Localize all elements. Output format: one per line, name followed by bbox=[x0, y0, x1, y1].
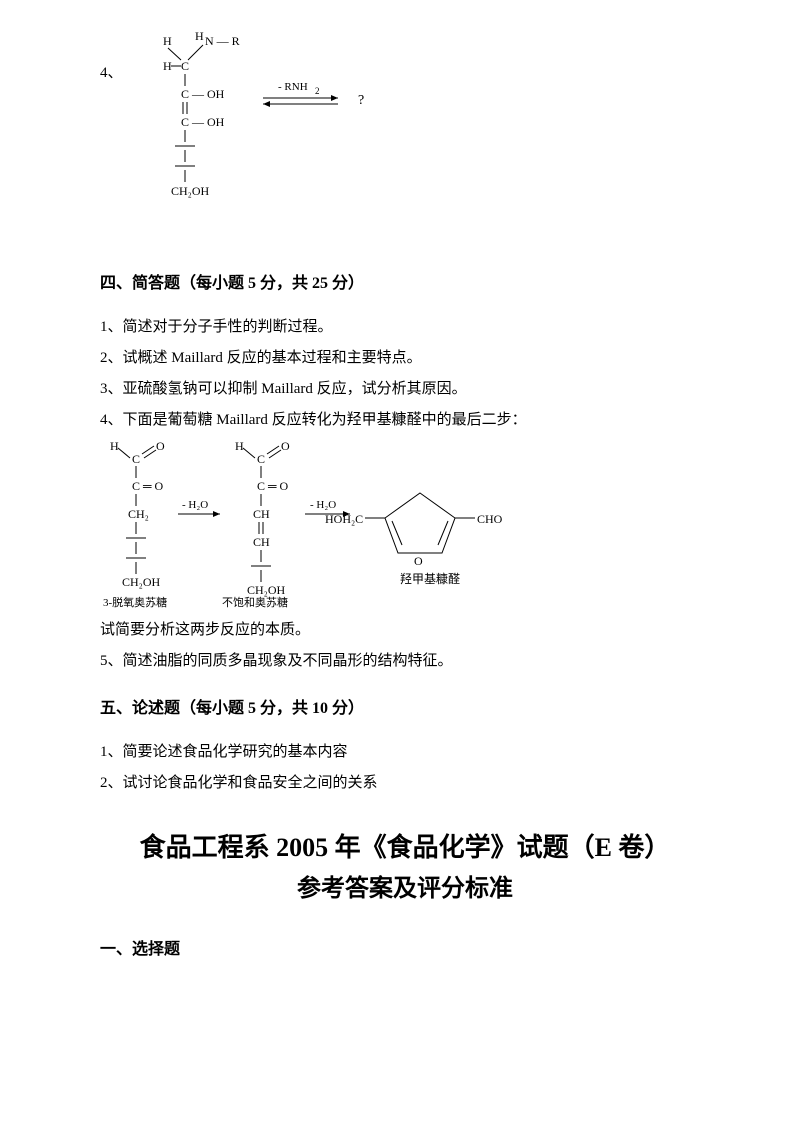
svg-text:- H₂O: - H₂O bbox=[310, 499, 336, 511]
svg-text:CH₂OH: CH₂OH bbox=[247, 583, 286, 597]
svg-text:3-脱氧奥苏糖: 3-脱氧奥苏糖 bbox=[103, 595, 167, 609]
svg-text:H: H bbox=[163, 34, 172, 48]
svg-text:N — R: N — R bbox=[205, 34, 240, 48]
s4-item-3: 3、亚硫酸氢钠可以抑制 Maillard 反应，试分析其原因。 bbox=[100, 376, 710, 403]
s5-item-1: 1、简要论述食品化学研究的基本内容 bbox=[100, 739, 710, 766]
svg-text:H: H bbox=[195, 30, 204, 43]
section-1-title: 一、选择题 bbox=[100, 936, 710, 965]
svg-text:O: O bbox=[156, 439, 165, 453]
svg-text:CHO: CHO bbox=[477, 512, 503, 526]
svg-text:C: C bbox=[257, 452, 265, 466]
svg-text:- H₂O: - H₂O bbox=[182, 499, 208, 511]
chemical-structure-1: H H N — R H C C — OH C — OH bbox=[133, 30, 393, 210]
chemical-structure-2: H C O C ═ O CH₂ CH₂OH 3-脱氧奥苏糖 - H₂O H C bbox=[100, 438, 580, 613]
question-4: 4、 H H N — R H C C — OH C — OH bbox=[100, 30, 710, 210]
svg-text:C ═ O: C ═ O bbox=[257, 479, 289, 493]
svg-text:H: H bbox=[110, 439, 119, 453]
svg-text:O: O bbox=[414, 554, 423, 568]
svg-text:羟甲基糠醛: 羟甲基糠醛 bbox=[400, 571, 460, 586]
svg-text:CH₂OH: CH₂OH bbox=[122, 575, 161, 589]
s5-item-2: 2、试讨论食品化学和食品安全之间的关系 bbox=[100, 770, 710, 797]
s4-item-2: 2、试概述 Maillard 反应的基本过程和主要特点。 bbox=[100, 345, 710, 372]
svg-text:C — OH: C — OH bbox=[181, 115, 225, 129]
q4-label: 4、 bbox=[100, 30, 123, 87]
svg-text:H: H bbox=[235, 439, 244, 453]
s4-item-1: 1、简述对于分子手性的判断过程。 bbox=[100, 314, 710, 341]
s4-analysis: 试简要分析这两步反应的本质。 bbox=[100, 617, 710, 644]
svg-text:C: C bbox=[181, 59, 189, 73]
svg-text:CH: CH bbox=[253, 507, 270, 521]
svg-text:C — OH: C — OH bbox=[181, 87, 225, 101]
svg-text:O: O bbox=[281, 439, 290, 453]
section-5-title: 五、论述题（每小题 5 分，共 10 分） bbox=[100, 695, 710, 724]
s4-item-5: 5、简述油脂的同质多晶现象及不同晶形的结构特征。 bbox=[100, 648, 710, 675]
svg-text:- RNH: - RNH bbox=[278, 81, 308, 93]
svg-text:CH: CH bbox=[253, 535, 270, 549]
svg-text:C: C bbox=[132, 452, 140, 466]
s4-item-4: 4、下面是葡萄糖 Maillard 反应转化为羟甲基糠醛中的最后二步： bbox=[100, 407, 710, 434]
svg-text:不饱和奥苏糖: 不饱和奥苏糖 bbox=[222, 595, 288, 609]
svg-text:HOH₂C: HOH₂C bbox=[325, 512, 363, 526]
svg-text:CH₂OH: CH₂OH bbox=[171, 184, 210, 198]
svg-text:CH₂: CH₂ bbox=[128, 507, 149, 521]
svg-text:2: 2 bbox=[315, 86, 320, 96]
svg-text:?: ? bbox=[358, 93, 364, 108]
big-title-line1: 食品工程系 2005 年《食品化学》试题（E 卷） bbox=[100, 827, 710, 869]
section-4-title: 四、简答题（每小题 5 分，共 25 分） bbox=[100, 270, 710, 299]
big-title-line2: 参考答案及评分标准 bbox=[100, 868, 710, 911]
svg-text:H: H bbox=[163, 59, 172, 73]
svg-text:C ═ O: C ═ O bbox=[132, 479, 164, 493]
